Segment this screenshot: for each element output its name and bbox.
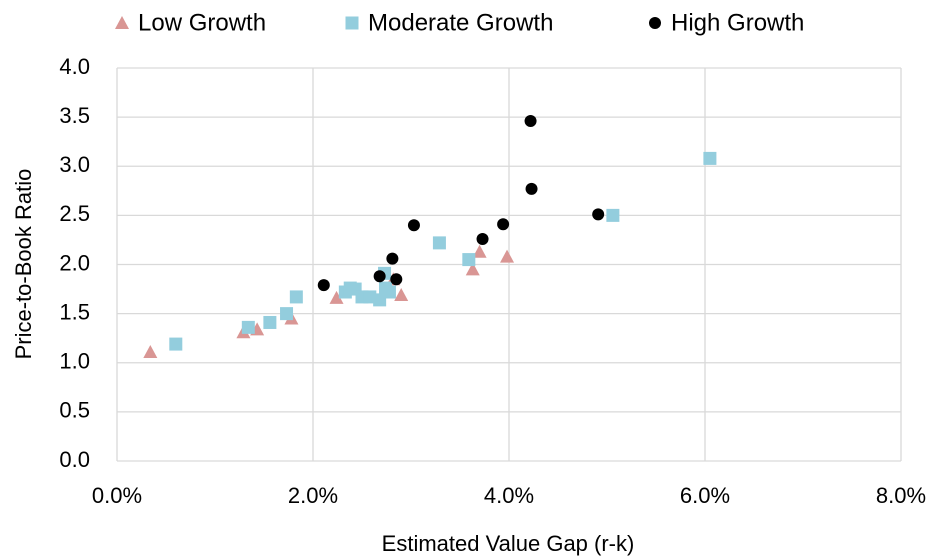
point bbox=[289, 290, 303, 304]
legend-marker bbox=[345, 16, 359, 30]
point bbox=[703, 151, 717, 165]
point bbox=[462, 253, 476, 267]
legend-label: High Growth bbox=[671, 9, 804, 36]
point bbox=[524, 115, 537, 128]
point bbox=[317, 279, 330, 292]
legend-label: Low Growth bbox=[138, 9, 266, 36]
point bbox=[525, 182, 538, 195]
x-tick-label: 4.0% bbox=[484, 483, 534, 508]
point bbox=[363, 290, 377, 304]
point bbox=[465, 262, 480, 276]
point bbox=[280, 307, 294, 321]
y-tick-label: 3.5 bbox=[59, 103, 90, 128]
point bbox=[263, 315, 277, 329]
point bbox=[329, 290, 344, 304]
y-tick-label: 1.5 bbox=[59, 299, 90, 324]
point bbox=[407, 219, 420, 232]
x-tick-label: 6.0% bbox=[680, 483, 730, 508]
legend-marker bbox=[649, 17, 661, 29]
point bbox=[606, 208, 620, 222]
point bbox=[169, 337, 183, 351]
point bbox=[241, 320, 255, 334]
y-tick-label: 3.0 bbox=[59, 152, 90, 177]
y-tick-label: 1.0 bbox=[59, 349, 90, 374]
point bbox=[373, 270, 386, 283]
point bbox=[143, 344, 158, 358]
legend-label: Moderate Growth bbox=[368, 9, 553, 36]
point bbox=[382, 285, 396, 299]
x-tick-label: 0.0% bbox=[92, 483, 142, 508]
y-tick-label: 2.5 bbox=[59, 201, 90, 226]
y-axis-title: Price-to-Book Ratio bbox=[11, 169, 36, 360]
legend-marker bbox=[115, 16, 129, 29]
point bbox=[373, 293, 387, 307]
point bbox=[472, 244, 487, 258]
x-tick-label: 8.0% bbox=[876, 483, 926, 508]
x-axis-title: Estimated Value Gap (r-k) bbox=[382, 531, 635, 556]
point bbox=[500, 249, 515, 263]
point bbox=[390, 273, 403, 286]
x-tick-label: 2.0% bbox=[288, 483, 338, 508]
point bbox=[497, 218, 510, 231]
point bbox=[386, 252, 399, 265]
y-tick-label: 2.0 bbox=[59, 250, 90, 275]
y-tick-label: 0.5 bbox=[59, 398, 90, 423]
point bbox=[476, 232, 489, 245]
y-tick-label: 0.0 bbox=[59, 447, 90, 472]
y-tick-label: 4.0 bbox=[59, 54, 90, 79]
point bbox=[592, 208, 605, 221]
point bbox=[432, 236, 446, 250]
point bbox=[394, 287, 409, 301]
